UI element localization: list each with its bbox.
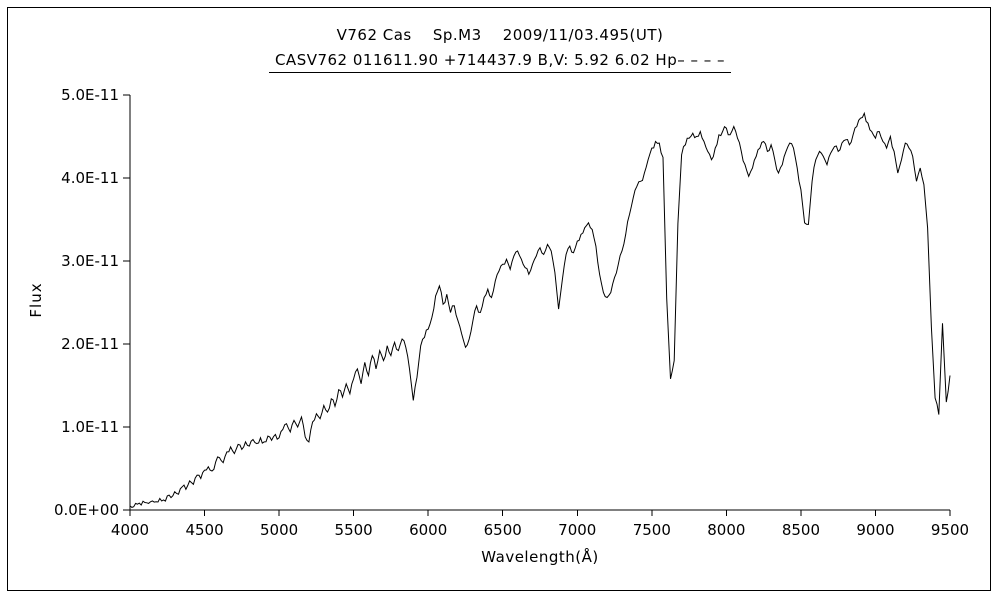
x-tick-label: 7000 bbox=[558, 521, 596, 539]
x-tick-label: 8500 bbox=[782, 521, 820, 539]
spectrum-line bbox=[129, 111, 951, 508]
chart-subtitle-row: CASV762 011611.90 +714437.9 B,V: 5.92 6.… bbox=[0, 50, 1000, 73]
x-axis-title: Wavelength(Å) bbox=[481, 548, 599, 566]
x-tick-label: 9000 bbox=[856, 521, 894, 539]
y-tick-label: 2.0E-11 bbox=[61, 335, 119, 353]
y-tick-label: 3.0E-11 bbox=[61, 252, 119, 270]
y-tick-label: 4.0E-11 bbox=[61, 169, 119, 187]
x-tick-label: 6500 bbox=[484, 521, 522, 539]
y-tick-label: 0.0E+00 bbox=[54, 501, 119, 519]
y-axis-title: Flux bbox=[27, 282, 45, 318]
x-tick-label: 7500 bbox=[633, 521, 671, 539]
x-tick-label: 5000 bbox=[260, 521, 298, 539]
x-tick-label: 8000 bbox=[707, 521, 745, 539]
y-tick-label: 5.0E-11 bbox=[61, 86, 119, 104]
chart-subtitle: CASV762 011611.90 +714437.9 B,V: 5.92 6.… bbox=[268, 51, 732, 73]
chart-title: V762 Cas Sp.M3 2009/11/03.495(UT) bbox=[336, 26, 664, 44]
y-tick-label: 1.0E-11 bbox=[61, 418, 119, 436]
x-tick-label: 4000 bbox=[111, 521, 149, 539]
x-tick-label: 5500 bbox=[335, 521, 373, 539]
x-tick-label: 9500 bbox=[931, 521, 969, 539]
figure-border bbox=[7, 7, 991, 591]
x-tick-label: 4500 bbox=[185, 521, 223, 539]
x-tick-label: 6000 bbox=[409, 521, 447, 539]
